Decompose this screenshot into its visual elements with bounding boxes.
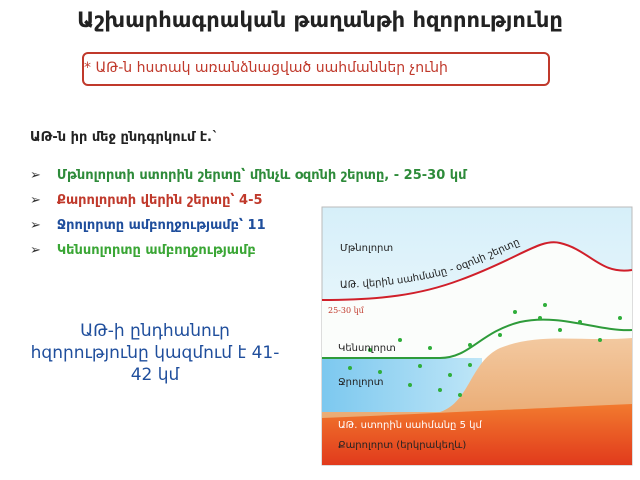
intro: ԱԹ-ն իր մեջ ընդգրկում է.` xyxy=(30,130,219,145)
diagram-art xyxy=(321,206,633,466)
bullet-list: Մթնոլորտի ստորին շերտը՝ մինչև օզոնի շերտ… xyxy=(30,168,467,268)
label-lithosphere: Քարոլորտ (երկրակեղև) xyxy=(338,440,466,451)
note: * ԱԹ-ն հստակ առանձնացված սահմաններ չունի xyxy=(84,60,448,76)
title: Աշխարհագրական թաղանթի հզորությունը xyxy=(77,8,563,32)
bullet: Կենսոլորտը ամբողջությամբ xyxy=(30,243,466,268)
label-lower-limit: ԱԹ. ստորին սահմանը 5 կմ xyxy=(338,420,482,431)
bullet: Քարոլորտի վերին շերտը՝ 4-5 xyxy=(30,193,466,218)
summary: ԱԹ-ի ընդհանուր հզորությունը կազմում է 41… xyxy=(30,321,280,385)
label-upper-depth: 25-30 կմ xyxy=(328,306,365,315)
label-biosphere: Կենսոլորտ xyxy=(338,343,396,354)
bullet: Ջրոլորտը ամբողջությամբ՝ 11 xyxy=(30,218,466,243)
bullet: Մթնոլորտի ստորին շերտը՝ մինչև օզոնի շերտ… xyxy=(30,168,467,193)
label-atmosphere: Մթնոլորտ xyxy=(340,243,393,254)
note-box xyxy=(82,52,550,86)
label-hydrosphere: Ջրոլորտ xyxy=(338,377,383,388)
